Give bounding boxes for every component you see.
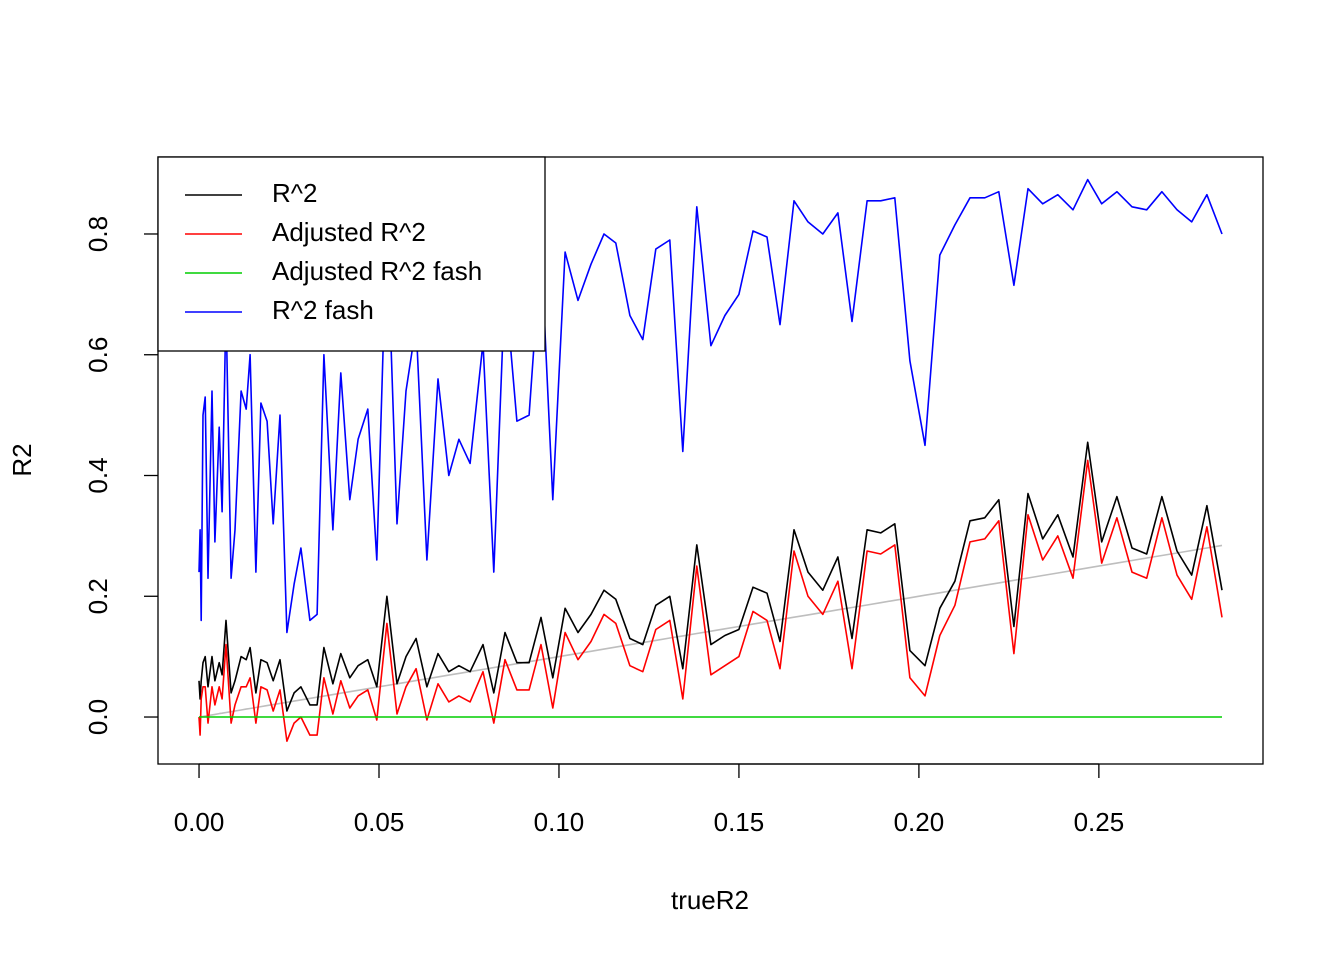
series-line [198,544,1223,718]
x-tick-label: 0.10 [534,807,585,837]
x-axis-label: trueR2 [671,885,749,915]
series-line [198,441,1223,712]
x-tick-label: 0.00 [174,807,225,837]
x-tick-label: 0.25 [1074,807,1125,837]
legend-label: R^2 fash [272,295,374,325]
legend-label: Adjusted R^2 [272,217,426,247]
x-tick-label: 0.15 [714,807,765,837]
y-tick-label: 0.6 [83,337,113,373]
y-axis-label: R2 [7,443,37,476]
y-tick-label: 0.2 [83,578,113,614]
x-tick-label: 0.05 [354,807,405,837]
legend-box [157,156,546,352]
y-tick-label: 0.4 [83,457,113,493]
series-line [198,178,1223,634]
y-tick-label: 0.8 [83,216,113,252]
x-tick-label: 0.20 [894,807,945,837]
series-line [198,459,1223,742]
plot-frame [157,156,1264,765]
y-tick-label: 0.0 [83,699,113,735]
legend-label: R^2 [272,178,317,208]
legend-label: Adjusted R^2 fash [272,256,482,286]
